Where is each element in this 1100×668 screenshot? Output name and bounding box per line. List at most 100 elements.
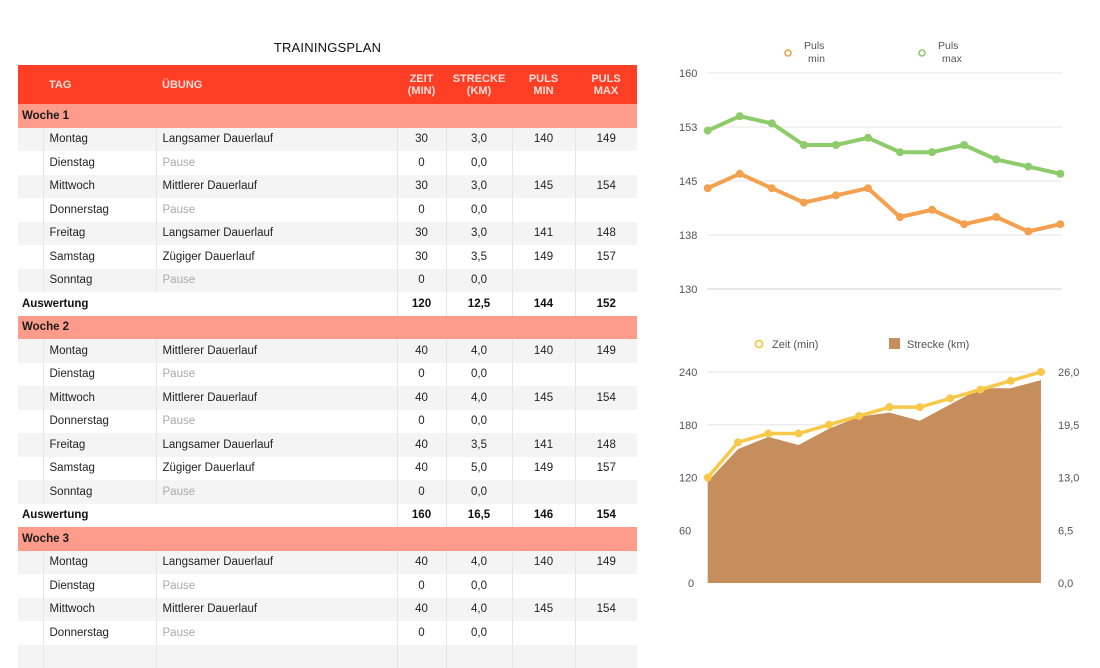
cell-puls-min[interactable]: 140	[512, 551, 575, 575]
cell-uebung[interactable]: Pause	[156, 198, 397, 222]
data-point[interactable]	[916, 403, 924, 411]
cell-zeit[interactable]: 30	[397, 222, 446, 246]
data-point[interactable]	[864, 184, 872, 192]
cell-uebung[interactable]: Mittlerer Dauerlauf	[156, 598, 397, 622]
table-row[interactable]	[18, 645, 637, 668]
cell-zeit[interactable]: 0	[397, 621, 446, 645]
cell-tag[interactable]: Mittwoch	[43, 175, 156, 199]
cell-zeit[interactable]: 30	[397, 175, 446, 199]
cell-uebung[interactable]: Pause	[156, 480, 397, 504]
cell-tag[interactable]: Freitag	[43, 433, 156, 457]
data-point[interactable]	[704, 474, 712, 482]
data-point[interactable]	[896, 148, 904, 156]
cell-tag[interactable]: Montag	[43, 128, 156, 152]
cell-puls-max[interactable]	[575, 410, 637, 434]
data-point[interactable]	[1024, 227, 1032, 235]
cell-tag[interactable]: Montag	[43, 339, 156, 363]
cell-strecke[interactable]: 0,0	[446, 574, 512, 598]
data-point[interactable]	[768, 119, 776, 127]
data-point[interactable]	[886, 403, 894, 411]
cell-puls-min[interactable]: 145	[512, 175, 575, 199]
cell-strecke[interactable]: 3,0	[446, 222, 512, 246]
cell-uebung[interactable]: Mittlerer Dauerlauf	[156, 386, 397, 410]
cell-puls-max[interactable]	[575, 480, 637, 504]
data-point[interactable]	[704, 184, 712, 192]
data-point[interactable]	[1037, 368, 1045, 376]
data-point[interactable]	[1007, 377, 1015, 385]
cell-puls-min[interactable]: 149	[512, 245, 575, 269]
cell-puls-max[interactable]: 149	[575, 551, 637, 575]
data-point[interactable]	[946, 394, 954, 402]
cell-zeit[interactable]: 40	[397, 598, 446, 622]
legend-item[interactable]: Zeit (min)	[756, 339, 819, 351]
cell-puls-min[interactable]: 140	[512, 128, 575, 152]
cell-zeit[interactable]: 40	[397, 551, 446, 575]
cell-puls-min[interactable]: 145	[512, 598, 575, 622]
cell-puls-max[interactable]	[575, 198, 637, 222]
cell-uebung[interactable]	[156, 645, 397, 668]
cell-tag[interactable]: Samstag	[43, 457, 156, 481]
cell-uebung[interactable]: Pause	[156, 363, 397, 387]
cell-strecke[interactable]: 0,0	[446, 410, 512, 434]
cell-zeit[interactable]: 0	[397, 269, 446, 293]
data-point[interactable]	[928, 148, 936, 156]
cell-zeit[interactable]: 30	[397, 245, 446, 269]
data-point[interactable]	[734, 438, 742, 446]
cell-puls-min[interactable]	[512, 410, 575, 434]
cell-puls-max[interactable]	[575, 645, 637, 668]
data-point[interactable]	[855, 412, 863, 420]
cell-zeit[interactable]: 0	[397, 480, 446, 504]
cell-uebung[interactable]: Pause	[156, 269, 397, 293]
cell-strecke[interactable]: 3,5	[446, 245, 512, 269]
cell-tag[interactable]: Donnerstag	[43, 410, 156, 434]
week-header-row[interactable]: Woche 2	[18, 316, 637, 340]
data-point[interactable]	[928, 206, 936, 214]
cell-tag[interactable]	[43, 645, 156, 668]
cell-zeit[interactable]: 30	[397, 128, 446, 152]
cell-tag[interactable]: Mittwoch	[43, 386, 156, 410]
cell-puls-max[interactable]: 154	[575, 386, 637, 410]
cell-puls-max[interactable]: 157	[575, 245, 637, 269]
data-point[interactable]	[992, 155, 1000, 163]
data-point[interactable]	[992, 213, 1000, 221]
cell-tag[interactable]: Sonntag	[43, 269, 156, 293]
cell-puls-max[interactable]: 154	[575, 598, 637, 622]
cell-uebung[interactable]: Zügiger Dauerlauf	[156, 245, 397, 269]
cell-puls-min[interactable]: 149	[512, 457, 575, 481]
data-point[interactable]	[795, 430, 803, 438]
cell-strecke[interactable]: 3,5	[446, 433, 512, 457]
data-point[interactable]	[825, 421, 833, 429]
cell-puls-max[interactable]	[575, 151, 637, 175]
cell-strecke[interactable]	[446, 645, 512, 668]
data-point[interactable]	[864, 134, 872, 142]
cell-strecke[interactable]: 0,0	[446, 363, 512, 387]
cell-puls-max[interactable]	[575, 269, 637, 293]
cell-puls-min[interactable]	[512, 363, 575, 387]
data-point[interactable]	[832, 191, 840, 199]
week-header-row[interactable]: Woche 1	[18, 104, 637, 128]
cell-zeit[interactable]: 0	[397, 574, 446, 598]
cell-strecke[interactable]: 0,0	[446, 198, 512, 222]
data-point[interactable]	[800, 199, 808, 207]
cell-zeit[interactable]: 0	[397, 198, 446, 222]
week-header-row[interactable]: Woche 3	[18, 527, 637, 551]
data-point[interactable]	[1024, 163, 1032, 171]
cell-strecke[interactable]: 0,0	[446, 151, 512, 175]
cell-puls-min[interactable]	[512, 621, 575, 645]
cell-zeit[interactable]	[397, 645, 446, 668]
cell-tag[interactable]: Dienstag	[43, 363, 156, 387]
cell-strecke[interactable]: 5,0	[446, 457, 512, 481]
cell-puls-max[interactable]: 149	[575, 128, 637, 152]
